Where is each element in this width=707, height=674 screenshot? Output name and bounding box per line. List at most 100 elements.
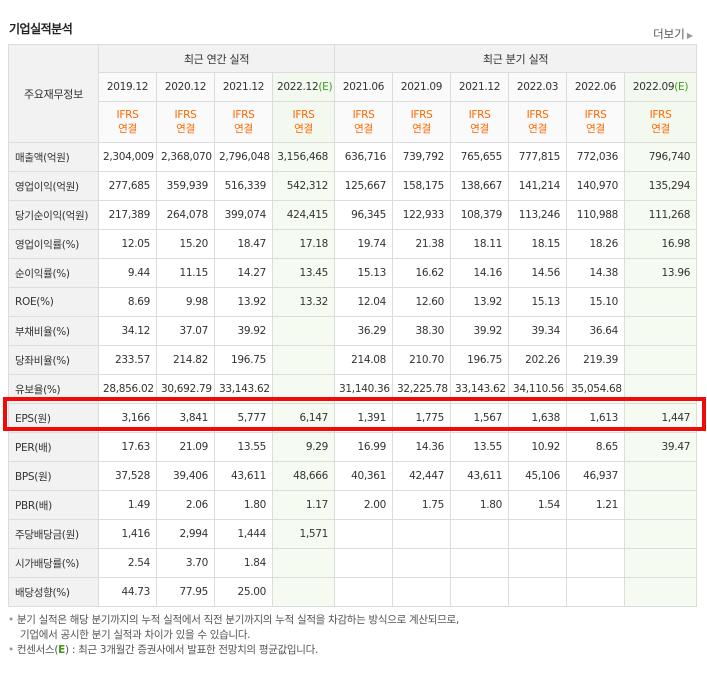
ifrs-header: IFRS 연결	[392, 101, 452, 143]
table-cell: 96,345	[334, 200, 394, 230]
table-cell: 3,166	[98, 403, 157, 433]
table-cell: 277,685	[98, 171, 157, 201]
table-cell: 13.96	[624, 258, 698, 288]
table-cell: 8.69	[98, 287, 157, 317]
table-cell: 18.47	[214, 229, 273, 259]
table-cell: 13.32	[271, 287, 336, 317]
table-cell: 16.99	[334, 432, 394, 462]
table-cell: 141,214	[508, 171, 568, 201]
table-cell: 110,988	[566, 200, 626, 230]
table-cell: 202.26	[508, 345, 568, 375]
row-label: ROE(%)	[8, 287, 99, 317]
table-cell: 43,611	[214, 461, 273, 491]
table-cell	[450, 519, 510, 549]
row-label: 유보율(%)	[8, 374, 99, 404]
table-cell: 14.16	[450, 258, 510, 288]
table-row: ROE(%) 8.69 9.98 13.92 13.32 12.04 12.60 13.92 1…	[8, 287, 698, 317]
table-cell: 31,140.36	[334, 374, 394, 404]
footnotes: • 분기 실적은 해당 분기까지의 누적 실적에서 직전 분기까지의 누적 실적을…	[8, 613, 459, 658]
table-cell: 196.75	[450, 345, 510, 375]
table-cell	[392, 548, 452, 578]
more-link[interactable]: 더보기 ▶	[653, 26, 693, 42]
table-cell: 1,391	[334, 403, 394, 433]
table-row: 순이익률(%) 9.44 11.15 14.27 13.45 15.13 16.62 14.1…	[8, 258, 698, 288]
table-cell: 1.80	[450, 490, 510, 520]
table-cell	[392, 577, 452, 607]
table-cell: 32,225.78	[392, 374, 452, 404]
bullet-icon: •	[8, 614, 14, 626]
row-label: 매출액(억원)	[8, 142, 99, 172]
table-cell: 39.92	[214, 316, 273, 346]
table-cell: 122,933	[392, 200, 452, 230]
table-cell: 28,856.02	[98, 374, 157, 404]
table-cell: 12.60	[392, 287, 452, 317]
table-cell: 36.64	[566, 316, 626, 346]
table-cell: 15.13	[334, 258, 394, 288]
table-cell: 516,339	[214, 171, 273, 201]
table-cell: 765,655	[450, 142, 510, 172]
table-cell	[624, 345, 698, 375]
table-cell: 233.57	[98, 345, 157, 375]
table-cell: 111,268	[624, 200, 698, 230]
table-cell: 9.98	[156, 287, 215, 317]
table-cell: 1.54	[508, 490, 568, 520]
financial-table: 주요재무정보 최근 연간 실적 최근 분기 실적 2019.12 2020.12 2…	[8, 44, 698, 607]
table-cell: 43,611	[450, 461, 510, 491]
quarter-group-header: 최근 분기 실적	[334, 44, 698, 73]
table-cell: 39.92	[450, 316, 510, 346]
table-cell	[271, 374, 336, 404]
table-cell: 21.38	[392, 229, 452, 259]
bullet-icon: •	[8, 644, 14, 656]
period-header: 2022.06	[566, 72, 626, 102]
note-1-cont: 기업에서 공시한 분기 실적과 차이가 있을 수 있습니다.	[20, 629, 251, 641]
table-row: 주당배당금(원) 1,416 2,994 1,444 1,571	[8, 519, 698, 549]
table-cell: 14.36	[392, 432, 452, 462]
table-cell: 542,312	[271, 171, 336, 201]
table-cell: 77.95	[156, 577, 215, 607]
estimate-mark: (E)	[674, 81, 689, 93]
table-cell: 17.18	[271, 229, 336, 259]
ifrs-header: IFRS 연결	[624, 101, 698, 143]
table-cell: 359,939	[156, 171, 215, 201]
table-cell: 3,156,468	[271, 142, 336, 172]
table-row: EPS(원) 3,166 3,841 5,777 6,147 1,391 1,775 1,56…	[8, 403, 698, 433]
table-cell: 1.80	[214, 490, 273, 520]
table-cell	[624, 316, 698, 346]
row-label: 영업이익(억원)	[8, 171, 99, 201]
period-header: 2021.12	[450, 72, 510, 102]
table-cell	[271, 577, 336, 607]
table-row: PER(배) 17.63 21.09 13.55 9.29 16.99 14.36 13.55…	[8, 432, 698, 462]
chevron-right-icon: ▶	[686, 31, 693, 40]
period-header: 2020.12	[156, 72, 215, 102]
table-cell: 44.73	[98, 577, 157, 607]
ifrs-header: IFRS 연결	[566, 101, 626, 143]
table-cell: 38.30	[392, 316, 452, 346]
table-cell: 796,740	[624, 142, 698, 172]
ifrs-header: IFRS 연결	[271, 101, 336, 143]
table-cell: 39.34	[508, 316, 568, 346]
table-cell: 214.82	[156, 345, 215, 375]
table-row: 영업이익률(%) 12.05 15.20 18.47 17.18 19.74 21.38 18…	[8, 229, 698, 259]
table-cell	[566, 577, 626, 607]
table-cell: 46,937	[566, 461, 626, 491]
table-cell: 14.38	[566, 258, 626, 288]
table-cell: 1,613	[566, 403, 626, 433]
table-cell: 34.12	[98, 316, 157, 346]
table-cell: 30,692.79	[156, 374, 215, 404]
table-row: 유보율(%) 28,856.02 30,692.79 33,143.62 31,140.…	[8, 374, 698, 404]
table-cell: 40,361	[334, 461, 394, 491]
table-cell: 12.05	[98, 229, 157, 259]
table-cell: 10.92	[508, 432, 568, 462]
table-cell: 772,036	[566, 142, 626, 172]
table-cell: 196.75	[214, 345, 273, 375]
table-cell: 2.54	[98, 548, 157, 578]
table-cell: 14.27	[214, 258, 273, 288]
table-row: PBR(배) 1.49 2.06 1.80 1.17 2.00 1.75 1.80 1.54 1.…	[8, 490, 698, 520]
table-cell: 39.47	[624, 432, 698, 462]
ifrs-header: IFRS 연결	[508, 101, 568, 143]
table-cell: 1.75	[392, 490, 452, 520]
table-cell: 739,792	[392, 142, 452, 172]
table-cell: 33,143.62	[450, 374, 510, 404]
table-cell: 125,667	[334, 171, 394, 201]
table-cell	[334, 548, 394, 578]
